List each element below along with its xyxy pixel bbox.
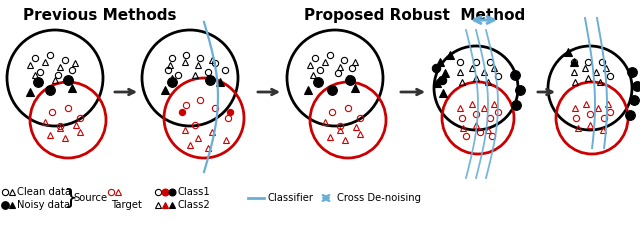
Text: Noisy data: Noisy data <box>17 200 70 210</box>
Text: Previous Methods: Previous Methods <box>23 8 177 23</box>
Text: Proposed Robust  Method: Proposed Robust Method <box>305 8 525 23</box>
Text: Source: Source <box>73 193 107 203</box>
Text: Clean data: Clean data <box>17 187 71 197</box>
Text: Classifier: Classifier <box>267 193 313 203</box>
Text: Cross De-noising: Cross De-noising <box>337 193 421 203</box>
Text: }: } <box>63 188 77 208</box>
Text: Target: Target <box>111 200 142 210</box>
Text: Class2: Class2 <box>177 200 210 210</box>
Text: Class1: Class1 <box>177 187 210 197</box>
